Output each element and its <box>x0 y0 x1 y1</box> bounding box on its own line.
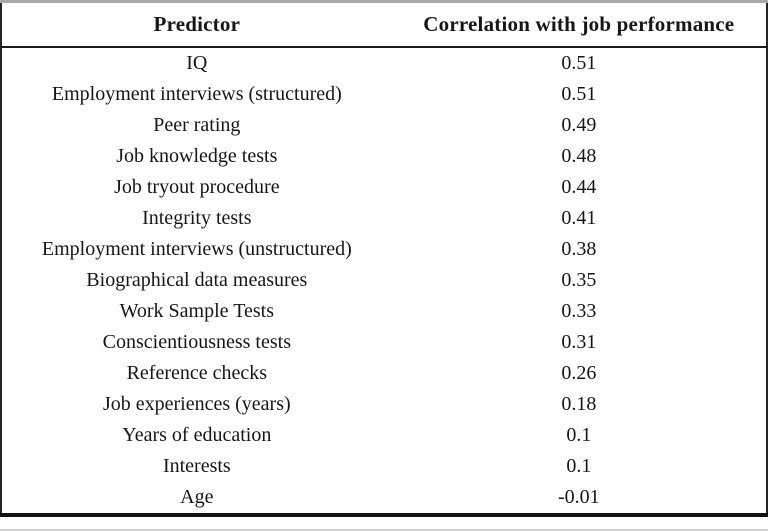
correlation-cell: 0.26 <box>561 362 597 384</box>
predictor-cell: Job tryout procedure <box>114 176 280 198</box>
predictor-cell: Peer rating <box>153 114 241 136</box>
table-row: Peer rating 0.49 <box>1 110 767 141</box>
correlation-cell: -0.01 <box>557 486 600 508</box>
predictor-cell: Job experiences (years) <box>102 393 291 415</box>
table-row: Years of education 0.1 <box>1 420 767 451</box>
correlation-cell: 0.49 <box>561 114 597 136</box>
predictor-cell: Integrity tests <box>142 207 252 229</box>
correlation-cell: 0.38 <box>561 238 597 260</box>
correlation-cell: 0.51 <box>561 52 597 74</box>
predictor-cell: Employment interviews (unstructured) <box>41 238 352 260</box>
predictor-cell: Biographical data measures <box>86 269 308 291</box>
table-row: Employment interviews (structured) 0.51 <box>1 79 767 110</box>
header-row: Predictor Correlation with job performan… <box>1 3 767 48</box>
correlation-cell: 0.31 <box>561 331 597 353</box>
column-header-correlation: Correlation with job performance <box>391 3 767 48</box>
correlation-cell: 0.51 <box>561 83 597 105</box>
table-row: Job experiences (years) 0.18 <box>1 389 767 420</box>
predictor-correlation-table: Predictor Correlation with job performan… <box>0 3 768 517</box>
table-row: Conscientiousness tests 0.31 <box>1 327 767 358</box>
table-row: Biographical data measures 0.35 <box>1 265 767 296</box>
correlation-cell: 0.44 <box>561 176 597 198</box>
correlation-cell: 0.1 <box>566 424 592 446</box>
column-header-predictor: Predictor <box>1 3 392 48</box>
predictor-cell: Age <box>180 486 214 508</box>
table-row: Age -0.01 <box>1 482 767 515</box>
correlation-cell: 0.48 <box>561 145 597 167</box>
predictor-cell: Interests <box>162 455 231 477</box>
table-row: Employment interviews (unstructured) 0.3… <box>1 234 767 265</box>
correlation-cell: 0.1 <box>566 455 592 477</box>
table-row: Interests 0.1 <box>1 451 767 482</box>
table-row: Reference checks 0.26 <box>1 358 767 389</box>
predictor-cell: Reference checks <box>126 362 268 384</box>
correlation-cell: 0.33 <box>561 300 597 322</box>
predictor-cell: IQ <box>186 52 208 74</box>
table-row: IQ 0.51 <box>1 47 767 79</box>
table-row: Work Sample Tests 0.33 <box>1 296 767 327</box>
predictor-cell: Job knowledge tests <box>116 145 278 167</box>
table-row: Job knowledge tests 0.48 <box>1 141 767 172</box>
predictor-cell: Work Sample Tests <box>119 300 275 322</box>
correlation-cell: 0.41 <box>561 207 597 229</box>
table-row: Integrity tests 0.41 <box>1 203 767 234</box>
predictor-cell: Conscientiousness tests <box>102 331 291 353</box>
predictor-cell: Employment interviews (structured) <box>51 83 342 105</box>
correlation-cell: 0.18 <box>561 393 597 415</box>
table-row: Job tryout procedure 0.44 <box>1 172 767 203</box>
correlation-cell: 0.35 <box>561 269 597 291</box>
predictor-cell: Years of education <box>122 424 272 446</box>
